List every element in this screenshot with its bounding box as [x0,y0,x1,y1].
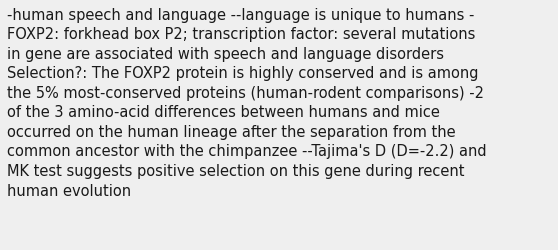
Text: -human speech and language --language is unique to humans -
FOXP2: forkhead box : -human speech and language --language is… [7,8,487,198]
